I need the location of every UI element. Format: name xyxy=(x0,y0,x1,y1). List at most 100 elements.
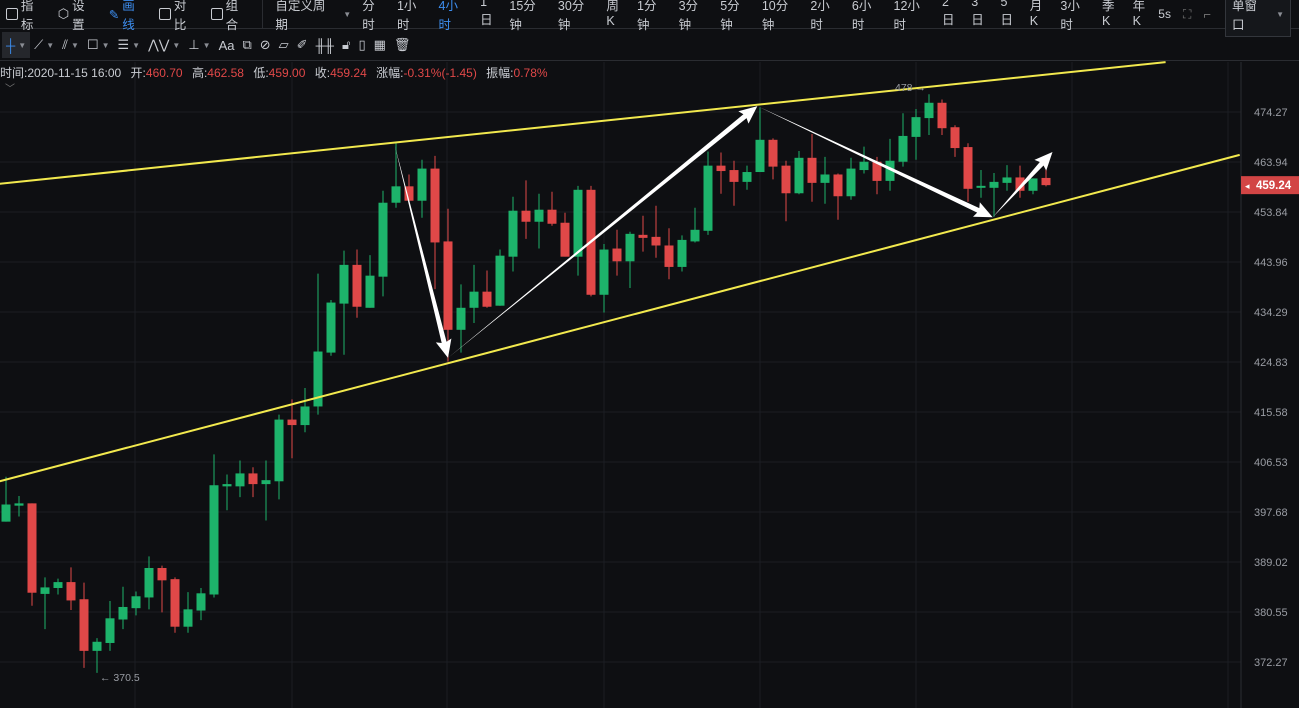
caret-down-icon: ▼ xyxy=(202,40,211,50)
new-window-icon[interactable]: ⌐ xyxy=(1203,6,1211,22)
indicators-label: 指标 xyxy=(20,0,34,32)
arrow-drawing[interactable] xyxy=(754,99,996,225)
arrow-drawing[interactable] xyxy=(443,100,762,364)
crosshair-tool[interactable]: ┼ ▼ xyxy=(2,32,31,58)
period-tab[interactable]: 分时 xyxy=(362,0,375,32)
lock-tool[interactable]: 🔓︎ xyxy=(338,32,354,58)
period-tab[interactable]: 4小时 xyxy=(438,0,458,32)
text-tool[interactable]: Aa xyxy=(215,32,239,58)
period-tab[interactable]: 30分钟 xyxy=(557,0,585,32)
period-tab[interactable]: 2小时 xyxy=(810,0,830,32)
bookmark-tool[interactable]: ▯ xyxy=(354,32,369,58)
candle-body xyxy=(794,157,804,194)
delete-tool[interactable]: 🗑︎ xyxy=(390,32,415,58)
candle-body xyxy=(443,241,453,330)
time-value: 2020-11-15 16:00 xyxy=(27,66,122,80)
time-label: 时间: xyxy=(0,66,28,80)
candle-body xyxy=(560,222,570,257)
current-price-tag xyxy=(1241,176,1299,195)
candle-body xyxy=(378,202,388,277)
link-tool[interactable]: ⊘ xyxy=(256,32,275,58)
settings-button[interactable]: ⬡ 设置 xyxy=(52,0,103,32)
period-tab[interactable]: 6小时 xyxy=(851,0,872,32)
period-tab[interactable]: 5日 xyxy=(1000,0,1014,27)
change-value: -0.31%(-1.45) xyxy=(403,66,477,80)
refresh-interval[interactable]: 5s xyxy=(1158,7,1171,21)
period-tab[interactable]: 3小时 xyxy=(1060,0,1080,32)
period-tab[interactable]: 周K xyxy=(606,0,619,28)
candle-body xyxy=(404,186,414,201)
draw-button[interactable]: ✎ 画线 xyxy=(103,0,153,32)
candle-body xyxy=(677,239,687,267)
candle-body xyxy=(170,579,180,627)
candle-body xyxy=(976,185,986,188)
close-value: 459.24 xyxy=(330,66,367,80)
period-tab[interactable]: 季K xyxy=(1102,0,1115,28)
collapse-chevron-icon[interactable]: ﹀ xyxy=(5,84,15,95)
period-tab[interactable]: 2日 xyxy=(942,0,955,27)
change-label: 涨幅: xyxy=(376,66,404,80)
brush-icon: ✐ xyxy=(296,37,308,52)
candle-body xyxy=(807,157,817,183)
wave-icon: ⋀⋁ xyxy=(148,37,170,52)
period-tab[interactable]: 10分钟 xyxy=(761,0,789,32)
candle-body xyxy=(508,210,518,257)
period-tab[interactable]: 1分钟 xyxy=(637,0,657,32)
custom-period-dropdown[interactable]: 自定义周期 ▼ xyxy=(269,0,357,32)
candle-body xyxy=(248,473,258,485)
candle-body xyxy=(573,189,583,257)
y-tick-label: 389.02 xyxy=(1254,557,1288,569)
period-tab[interactable]: 1日 xyxy=(480,0,493,27)
fibonacci-icon: ☰ xyxy=(117,37,130,52)
wave-tool[interactable]: ⋀⋁ ▼ xyxy=(144,32,184,58)
fibonacci-tool[interactable]: ☰ ▼ xyxy=(113,32,144,58)
candle-body xyxy=(638,234,648,238)
combine-button[interactable]: 组合 xyxy=(205,0,257,32)
trendline xyxy=(0,61,1166,185)
period-tab[interactable]: 月K xyxy=(1029,0,1043,28)
period-tab[interactable]: 年K xyxy=(1132,0,1146,28)
candle-body xyxy=(872,161,882,181)
arrow-drawing[interactable] xyxy=(987,147,1059,223)
ruler-tool[interactable]: ▱ xyxy=(275,32,293,58)
low-marker-label: ← 370.5 xyxy=(100,672,140,684)
settings-label: 设置 xyxy=(72,0,85,32)
candle-body xyxy=(755,139,765,173)
period-tab[interactable]: 5分钟 xyxy=(720,0,740,32)
rectangle-tool[interactable]: ☐ ▼ xyxy=(83,32,114,58)
brush-tool[interactable]: ✐ xyxy=(293,32,312,58)
candle-body xyxy=(729,170,739,182)
candle-body xyxy=(469,291,479,308)
candle-body xyxy=(313,351,323,407)
window-mode-dropdown[interactable]: 单窗口 ▼ xyxy=(1224,0,1291,37)
candle-body xyxy=(365,275,375,308)
candle-body xyxy=(1002,177,1012,183)
candle-body xyxy=(157,568,167,581)
indicators-button[interactable]: 指标 xyxy=(0,0,52,32)
calendar-tool[interactable]: ▦ xyxy=(370,32,390,58)
link-icon: ⊘ xyxy=(259,37,271,52)
period-tab[interactable]: 3日 xyxy=(971,0,984,27)
text-tool-label: Aa xyxy=(218,37,235,53)
open-value: 460.70 xyxy=(145,66,183,80)
pencil-icon: ✎ xyxy=(108,7,120,22)
magnet-tool[interactable]: ⧉ xyxy=(238,32,255,58)
line-tool[interactable]: ⟋ ▼ xyxy=(30,32,58,58)
channel-tool[interactable]: ⫽ ▼ xyxy=(58,32,83,58)
candle-body xyxy=(534,209,544,222)
candle-body xyxy=(274,419,284,482)
candles-tool[interactable]: ╫╫ xyxy=(312,32,338,58)
measure-tool[interactable]: ⊥ ▼ xyxy=(184,32,214,58)
low-label: 低: xyxy=(253,66,269,80)
period-tab[interactable]: 3分钟 xyxy=(678,0,699,32)
period-tab[interactable]: 1小时 xyxy=(396,0,417,32)
fullscreen-icon[interactable]: ⛶ xyxy=(1182,6,1192,21)
period-tab[interactable]: 12小时 xyxy=(893,0,920,32)
candle-body xyxy=(716,165,726,172)
candle-body xyxy=(521,210,531,222)
top-toolbar: 指标 ⬡ 设置 ✎ 画线 对比 组合 自定义周期 ▼ 分时 1小时 4小时 1日 15分钟 30… xyxy=(0,0,1299,37)
compare-button[interactable]: 对比 xyxy=(153,0,205,32)
candle-body xyxy=(300,406,310,426)
period-tab[interactable]: 15分钟 xyxy=(509,0,536,32)
